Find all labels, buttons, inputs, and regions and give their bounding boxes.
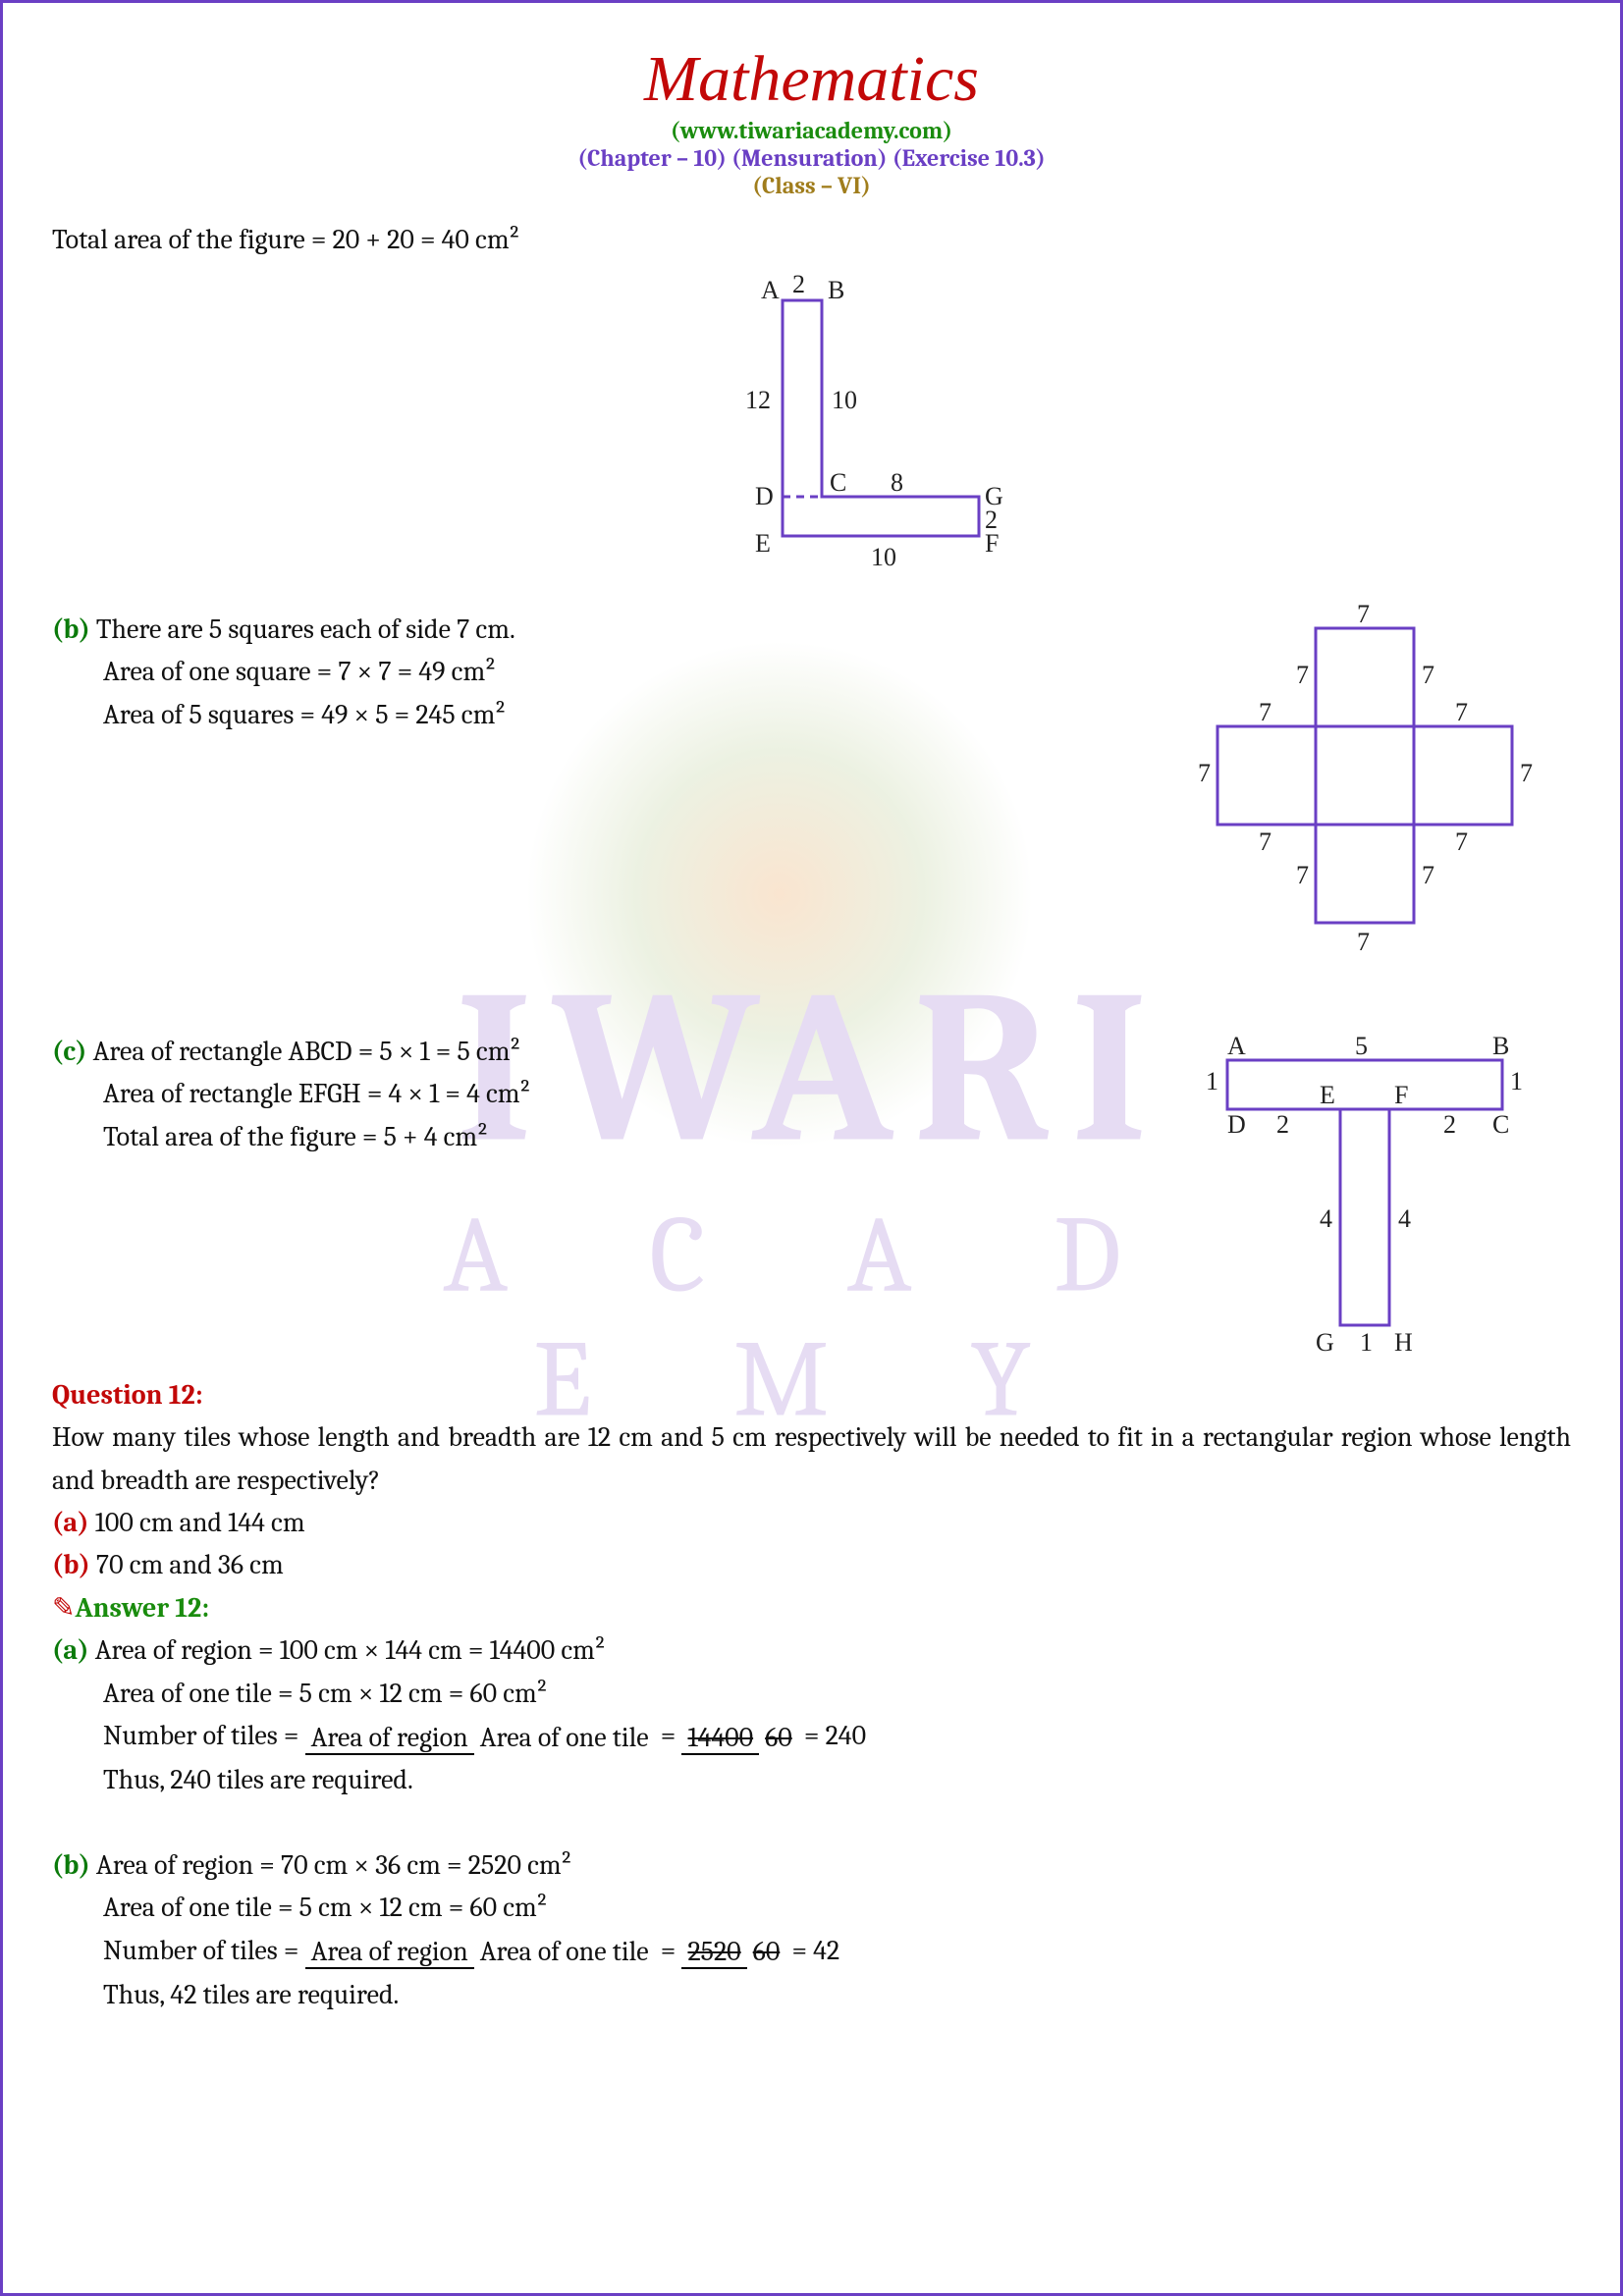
svg-text:A: A <box>1227 1032 1246 1060</box>
svg-text:7: 7 <box>1259 828 1271 856</box>
logo-icon: ✎ <box>52 1592 75 1624</box>
ans-b-line4: Thus, 42 tiles are required. <box>103 1974 1571 2016</box>
dim-ef: 10 <box>871 543 896 571</box>
part-b: (b) There are 5 squares each of side 7 c… <box>52 609 1571 1021</box>
svg-text:F: F <box>1394 1081 1408 1109</box>
svg-text:4: 4 <box>1320 1204 1332 1233</box>
lbl-D: D <box>755 482 774 510</box>
ans-b-line3: Number of tiles = Area of regionArea of … <box>103 1930 1571 1974</box>
ans-a-line3: Number of tiles = Area of regionArea of … <box>103 1715 1571 1759</box>
dim-top: 2 <box>792 270 805 298</box>
svg-text:B: B <box>1492 1032 1509 1060</box>
dim-leftV: 12 <box>745 386 771 414</box>
svg-text:7: 7 <box>1296 861 1309 889</box>
svg-text:7: 7 <box>1198 759 1211 787</box>
answer-heading: Answer 12: <box>75 1592 209 1624</box>
question-heading: Question 12: <box>52 1374 1571 1416</box>
part-b-line1: There are 5 squares each of side 7 cm. <box>96 614 515 645</box>
figure-c: A 5 B 1 1 D 2 E F 2 C 4 4 G 1 H <box>1159 1031 1571 1364</box>
svg-text:7: 7 <box>1520 759 1533 787</box>
dim-rightV: 10 <box>832 386 857 414</box>
part-c-letter: (c) <box>52 1036 93 1067</box>
question-text: How many tiles whose length and breadth … <box>52 1416 1571 1502</box>
svg-text:1: 1 <box>1360 1328 1373 1357</box>
svg-text:7: 7 <box>1455 698 1468 726</box>
svg-text:7: 7 <box>1455 828 1468 856</box>
svg-text:5: 5 <box>1355 1032 1368 1060</box>
lbl-E: E <box>755 529 771 558</box>
figure-a: A 2 B 12 10 D C 8 G 2 F E 10 <box>52 271 1571 598</box>
body: Total area of the figure = 20 + 20 = 40 … <box>52 219 1571 2016</box>
svg-text:1: 1 <box>1206 1067 1218 1095</box>
lbl-A: A <box>761 276 780 304</box>
part-b-letter: (b) <box>52 614 96 645</box>
page: IWARI A C A D E M Y Mathematics (www.tiw… <box>0 0 1623 2296</box>
svg-text:D: D <box>1227 1110 1246 1139</box>
site-url: (www.tiwariacademy.com) <box>52 117 1571 144</box>
ans-b-letter: (b) <box>52 1849 96 1881</box>
svg-text:7: 7 <box>1259 698 1271 726</box>
opt-a-letter: (a) <box>52 1507 95 1538</box>
figure-b: 7 7 7 7 7 7 7 7 7 7 7 7 <box>1159 609 1571 1021</box>
svg-text:7: 7 <box>1422 661 1434 689</box>
part-c-line3: Total area of the figure = 5 + 4 cm² <box>103 1116 1129 1158</box>
svg-text:E: E <box>1320 1081 1335 1109</box>
lbl-C: C <box>830 468 846 497</box>
svg-text:G: G <box>1316 1328 1334 1357</box>
lbl-B: B <box>828 276 844 304</box>
svg-text:2: 2 <box>1276 1110 1289 1139</box>
ans-a-line4: Thus, 240 tiles are required. <box>103 1759 1571 1801</box>
svg-text:2: 2 <box>1443 1110 1456 1139</box>
svg-text:C: C <box>1492 1110 1509 1139</box>
doc-title: Mathematics <box>52 42 1571 117</box>
part-b-line2: Area of one square = 7 × 7 = 49 cm² <box>103 651 1129 693</box>
part-c-line1: Area of rectangle ABCD = 5 × 1 = 5 cm² <box>93 1036 521 1067</box>
opt-b-letter: (b) <box>52 1549 96 1580</box>
svg-text:4: 4 <box>1398 1204 1411 1233</box>
intro-line: Total area of the figure = 20 + 20 = 40 … <box>52 219 1571 261</box>
opt-a-text: 100 cm and 144 cm <box>95 1507 305 1538</box>
svg-text:7: 7 <box>1296 661 1309 689</box>
chapter: (Chapter – 10) (Mensuration) (Exercise 1… <box>52 144 1571 172</box>
ans-a-line1: Area of region = 100 cm × 144 cm = 14400… <box>95 1634 607 1666</box>
part-c: (c) Area of rectangle ABCD = 5 × 1 = 5 c… <box>52 1031 1571 1364</box>
svg-text:1: 1 <box>1510 1067 1523 1095</box>
dim-cg: 8 <box>891 468 903 497</box>
opt-b-text: 70 cm and 36 cm <box>96 1549 284 1580</box>
svg-text:7: 7 <box>1357 600 1370 628</box>
part-b-line3: Area of 5 squares = 49 × 5 = 245 cm² <box>103 694 1129 736</box>
svg-text:H: H <box>1394 1328 1413 1357</box>
lbl-F: F <box>985 529 999 558</box>
class-label: (Class – VI) <box>52 172 1571 199</box>
svg-text:7: 7 <box>1357 928 1370 956</box>
part-c-line2: Area of rectangle EFGH = 4 × 1 = 4 cm² <box>103 1073 1129 1115</box>
header: Mathematics (www.tiwariacademy.com) (Cha… <box>52 42 1571 199</box>
ans-b-line1: Area of region = 70 cm × 36 cm = 2520 cm… <box>96 1849 572 1881</box>
ans-b-line2: Area of one tile = 5 cm × 12 cm = 60 cm² <box>103 1887 1571 1929</box>
svg-text:7: 7 <box>1422 861 1434 889</box>
ans-a-line2: Area of one tile = 5 cm × 12 cm = 60 cm² <box>103 1673 1571 1715</box>
ans-a-letter: (a) <box>52 1634 95 1666</box>
